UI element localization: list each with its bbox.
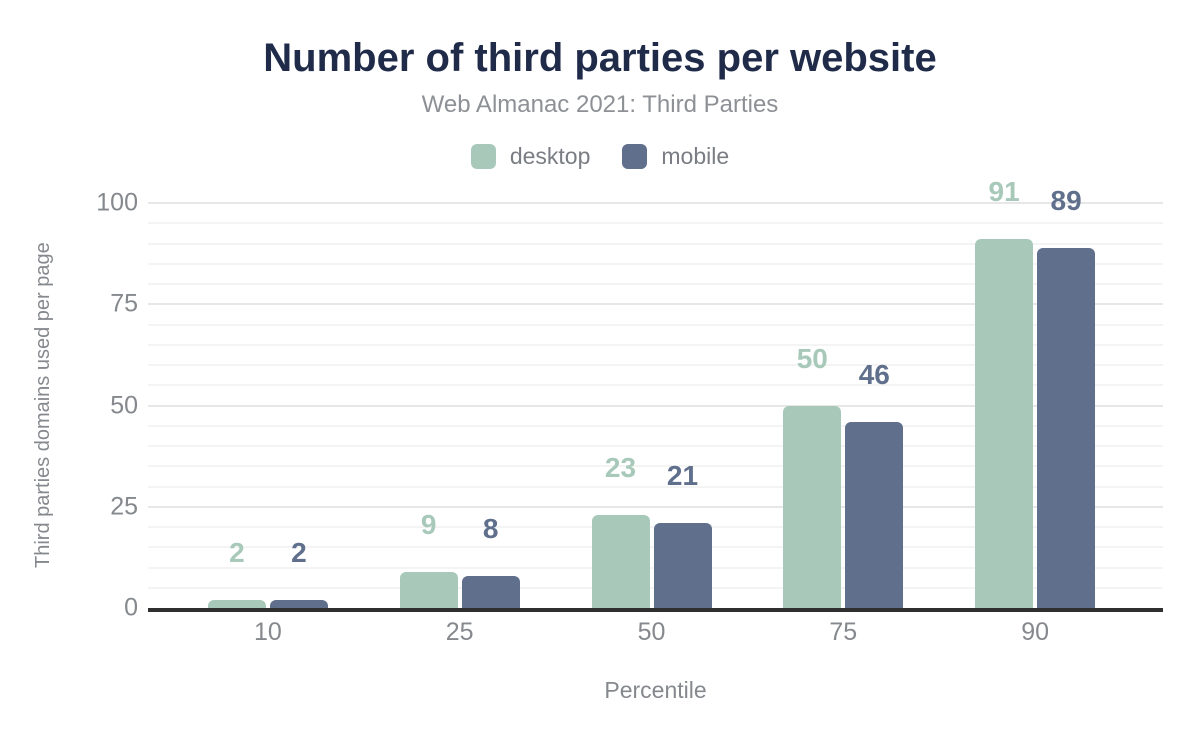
bar-mobile-p50 [653,522,712,608]
x-tick-90: 90 [1021,618,1049,646]
gridline [148,323,1163,326]
x-tick-25: 25 [445,618,474,646]
chart-title: Number of third parties per website [263,36,937,80]
gridline [148,343,1163,346]
x-axis-title: Percentile [604,677,707,703]
y-tick-75: 75 [110,289,138,318]
value-label-desktop-p90: 91 [988,176,1020,208]
bar-desktop-p25 [399,571,458,608]
y-axis-title: Third parties domains used per page [32,242,54,569]
value-label-desktop-p25: 9 [420,508,437,540]
bar-desktop-p10 [207,599,266,608]
gridline [148,485,1163,488]
gridline [148,505,1163,508]
legend-label-desktop: desktop [509,143,591,169]
value-label-mobile-p10: 2 [291,536,307,568]
gridline [148,465,1163,468]
gridline [148,303,1163,306]
bar-mobile-p25 [461,575,520,608]
y-tick-25: 25 [110,492,138,521]
y-tick-0: 0 [124,593,138,622]
gridline [148,262,1163,265]
value-label-desktop-p75: 50 [796,342,828,374]
chart-subtitle: Web Almanac 2021: Third Parties [421,91,779,118]
value-label-mobile-p75: 46 [858,358,890,390]
bar-mobile-p75 [845,421,904,608]
gridline [148,283,1163,285]
y-tick-100: 100 [96,188,138,217]
plot-area: 0 25 50 75 100 10 2 2 25 9 8 50 23 21 75 50 46 90 91 89 [96,178,1163,645]
value-label-mobile-p25: 8 [482,512,499,544]
legend-item-mobile[interactable]: mobile [622,143,729,170]
gridline [148,222,1163,225]
gridline [148,242,1163,245]
value-label-desktop-p10: 2 [229,536,245,568]
legend-swatch-desktop [470,144,496,169]
legend-swatch-mobile [622,144,648,169]
y-tick-50: 50 [110,391,138,419]
x-tick-75: 75 [829,618,858,646]
gridline [148,445,1163,447]
x-tick-50: 50 [637,618,666,646]
bar-mobile-p10 [269,599,328,608]
gridline [148,384,1163,387]
x-tick-10: 10 [253,618,282,646]
value-label-mobile-p50: 21 [666,459,699,491]
legend-label-mobile: mobile [661,143,730,169]
value-label-mobile-p90: 89 [1050,184,1082,216]
gridline [148,424,1163,427]
value-label-desktop-p50: 23 [604,451,637,483]
bar-desktop-p50 [591,514,650,608]
gridline [148,404,1163,407]
legend: desktop mobile [0,143,1200,170]
gridline [148,364,1163,366]
bar-desktop-p75 [783,405,842,608]
bar-mobile-p90 [1037,247,1096,608]
gridline [148,202,1163,204]
bar-desktop-p90 [975,239,1034,608]
legend-item-desktop[interactable]: desktop [470,143,591,170]
